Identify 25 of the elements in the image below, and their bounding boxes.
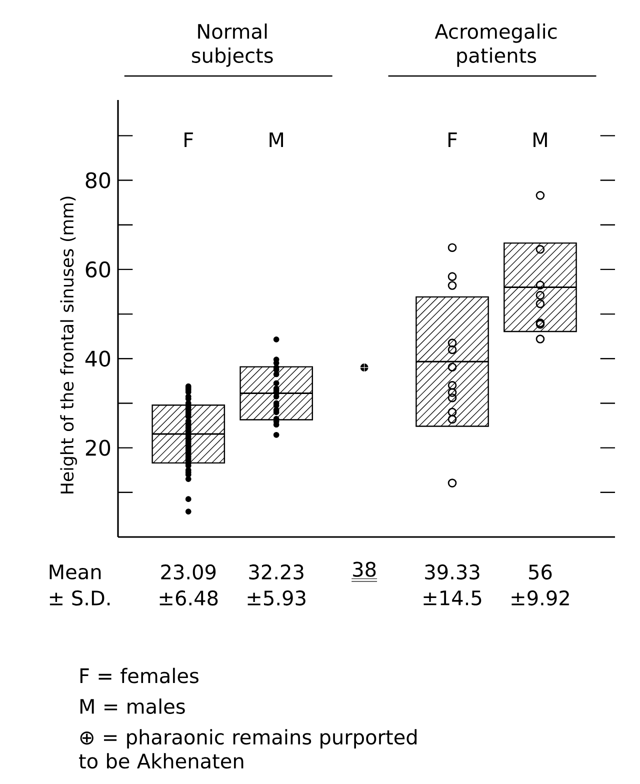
y-tick-label: 80 <box>86 172 110 188</box>
text: Acromegalic patients <box>434 23 557 67</box>
text: ±6.48 <box>160 590 218 606</box>
text: ±14.5 <box>424 590 482 606</box>
y-tick-label: 60 <box>86 261 110 278</box>
text: Mean <box>50 564 101 580</box>
text: 23.09 <box>161 564 216 580</box>
x-tick-label: F <box>184 132 193 148</box>
x-tick-label: M <box>270 132 283 148</box>
text: ± S.D. <box>50 590 110 606</box>
text: Normal subjects <box>192 23 273 67</box>
x-tick-label: M <box>534 132 547 148</box>
y-axis-title: Height of the frontal sinuses (mm) <box>60 196 77 494</box>
text: ±9.92 <box>512 590 569 606</box>
text: M = males <box>80 698 185 714</box>
text: 32.23 <box>249 564 304 580</box>
text: F = females <box>80 668 198 684</box>
text: 38 <box>353 562 376 577</box>
y-tick-label: 20 <box>86 440 110 456</box>
x-tick-label: F <box>448 132 457 148</box>
text: 39.33 <box>425 564 480 580</box>
text: ⊕ = pharaonic remains purported to be Akhenaten <box>79 729 417 769</box>
text: 56 <box>529 564 552 580</box>
text: ±5.93 <box>248 590 306 606</box>
y-tick-label: 40 <box>85 350 110 367</box>
